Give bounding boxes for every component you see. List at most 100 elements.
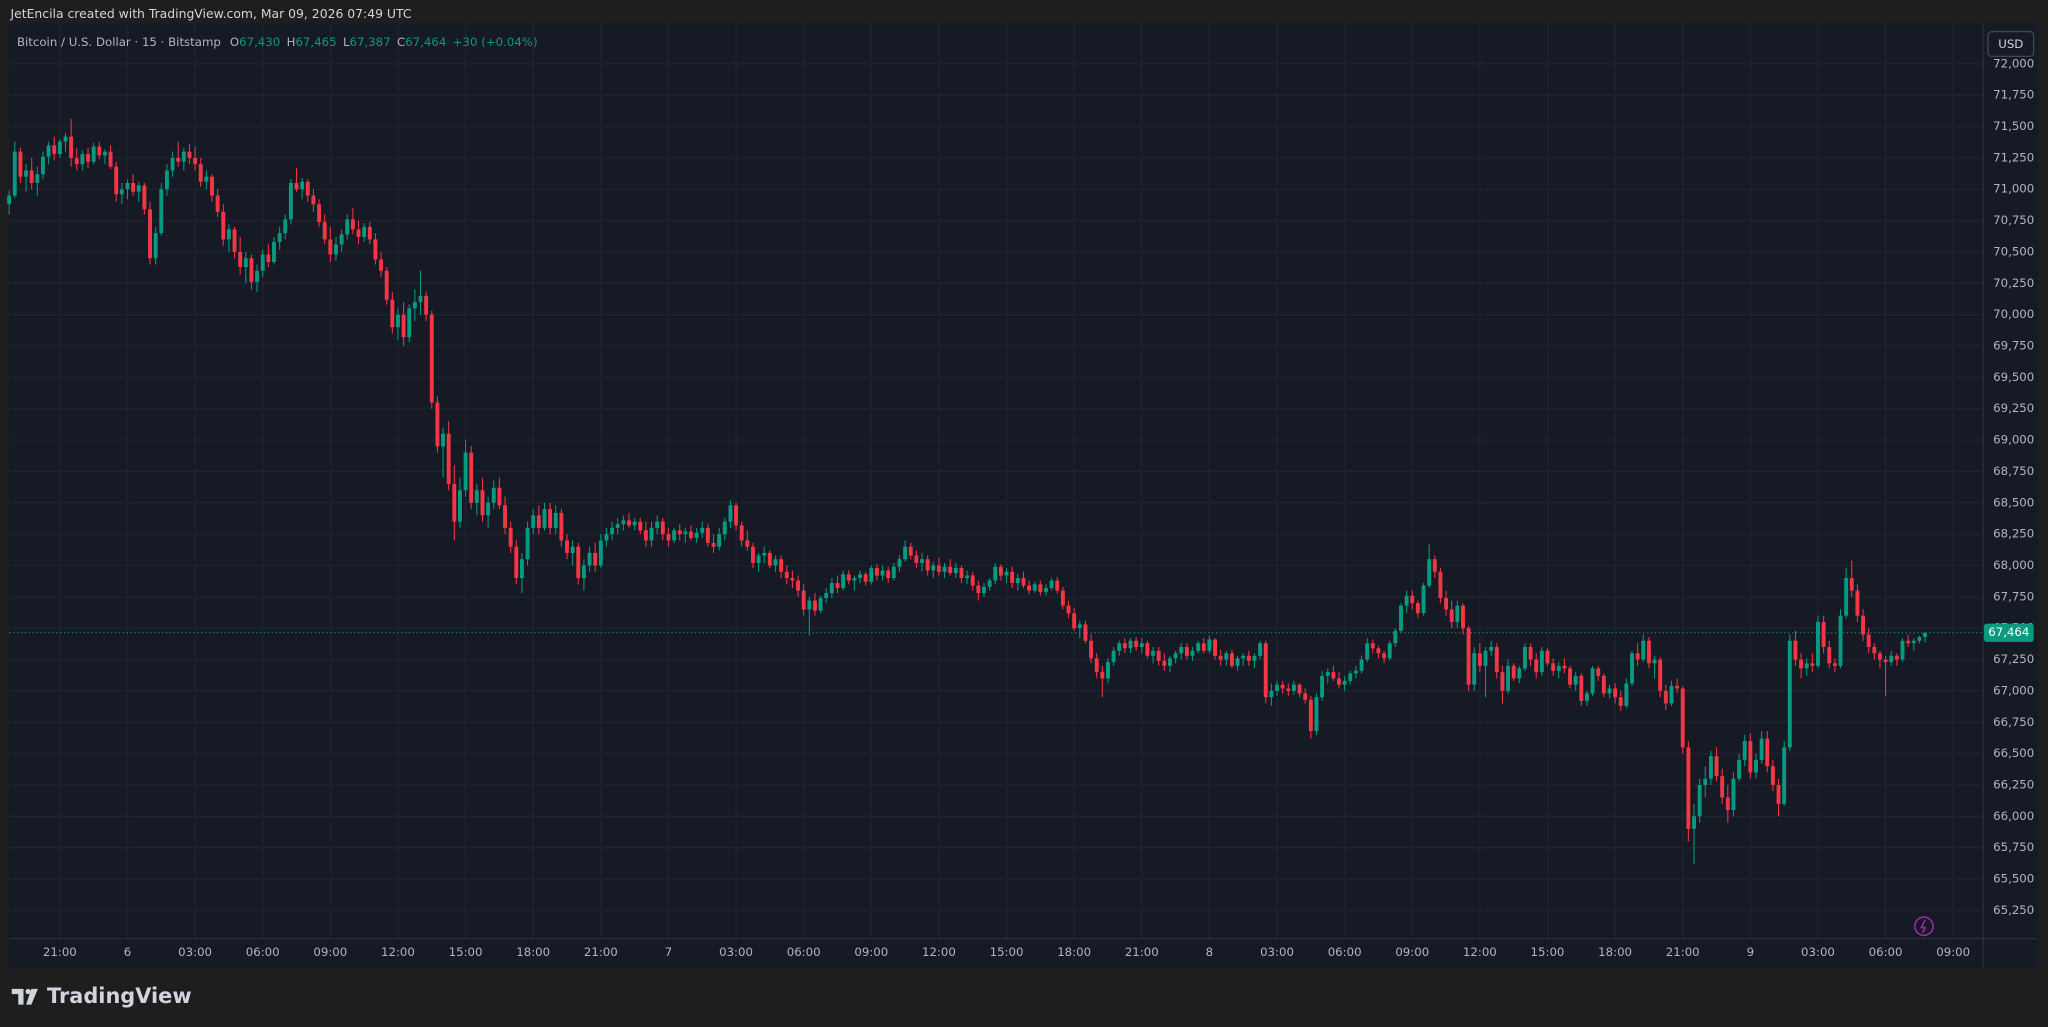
y-tick-label: 65,750 [1993, 840, 2034, 854]
candle-body [395, 314, 400, 328]
candle-body [779, 559, 784, 572]
candle-body [672, 530, 677, 541]
candle-body [91, 146, 96, 162]
candle-body [1060, 590, 1065, 606]
x-tick-label: 21:00 [1125, 945, 1159, 959]
header: JetEncila created with TradingView.com, … [9, 6, 411, 21]
candle-body [1539, 650, 1544, 673]
candle-body [581, 565, 586, 579]
y-tick-label: 67,750 [1993, 589, 2034, 603]
candle-body [463, 452, 468, 491]
candle-body [1590, 668, 1595, 694]
candle-body [1759, 738, 1764, 760]
candle-body [796, 580, 800, 591]
candle-body [1669, 685, 1674, 704]
candle-body [469, 452, 474, 503]
candle-body [1415, 603, 1420, 614]
open: 67,430 [239, 34, 280, 48]
candle-body [1021, 578, 1026, 586]
candle-body [474, 490, 479, 503]
y-tick-label: 71,500 [1993, 119, 2034, 133]
candle-body [1787, 640, 1792, 748]
change: +30 [453, 34, 478, 48]
candle-body [993, 566, 998, 581]
y-tick-label: 72,000 [1993, 56, 2034, 70]
y-tick-label: 71,750 [1993, 88, 2034, 102]
currency-button[interactable] [1987, 30, 2035, 58]
candle-body [1455, 605, 1460, 622]
candle-body [249, 258, 254, 283]
candle-body [627, 520, 631, 526]
candle-body [1568, 668, 1572, 685]
candle-body [148, 209, 152, 259]
candle-body [1241, 655, 1246, 659]
candle-body [745, 540, 750, 547]
y-tick-label: 70,750 [1993, 213, 2034, 227]
candle-body [824, 593, 829, 599]
candle-body [965, 575, 970, 579]
candle-body [446, 433, 451, 484]
x-tick-label: 09:00 [854, 945, 888, 959]
candle-body [858, 574, 862, 579]
candle-body [1421, 585, 1426, 614]
candle-body [1573, 675, 1578, 685]
candle-body [1900, 640, 1905, 660]
candle-body [1466, 628, 1471, 685]
candle-body [869, 568, 874, 582]
candle-body [1111, 650, 1116, 663]
candle-body [317, 204, 322, 222]
candle-body [1675, 685, 1680, 689]
candle-body [739, 525, 744, 541]
candle-body [136, 185, 141, 192]
candle-body [700, 527, 705, 533]
candle-body [643, 530, 648, 541]
candle-body [801, 590, 806, 610]
candle-body [982, 586, 986, 594]
alert-icon[interactable] [1913, 916, 1934, 937]
candle-body [705, 527, 710, 543]
candle-body [12, 151, 17, 196]
candle-body [204, 176, 209, 182]
x-tick-label: 15:00 [990, 945, 1024, 959]
candle-body [1089, 640, 1094, 659]
x-tick-label: 06:00 [787, 945, 821, 959]
candle-body [1382, 653, 1387, 659]
candle-body [1596, 668, 1601, 676]
candle-body [300, 181, 305, 190]
y-tick-label: 66,500 [1993, 746, 2034, 760]
candle-body [1032, 584, 1037, 591]
candle-body [1122, 643, 1127, 649]
candle-body [1106, 662, 1110, 679]
candle-body [728, 505, 733, 522]
candle-body [131, 182, 136, 192]
candle-body [1754, 759, 1758, 773]
candle-body [491, 487, 496, 503]
candle-body [384, 270, 389, 300]
candle-body [1145, 643, 1150, 656]
candle-body [305, 181, 310, 196]
candle-body [294, 182, 299, 190]
candle-body [1010, 571, 1015, 584]
candle-body [508, 527, 513, 547]
candle-body [486, 502, 491, 516]
candle-body [1551, 663, 1556, 671]
candle-body [1461, 605, 1465, 629]
candle-body [1179, 647, 1184, 654]
candle-body [1708, 756, 1713, 779]
candle-body [1889, 655, 1894, 663]
candle-body [1190, 650, 1195, 656]
candle-body [1765, 738, 1770, 767]
candle-body [841, 574, 846, 589]
candle-body [441, 433, 445, 447]
candle-body [74, 157, 79, 165]
x-tick-label: 6 [124, 945, 131, 959]
candle-body [925, 559, 930, 571]
candle-body [762, 552, 767, 556]
grid [9, 23, 1983, 938]
candle-body [1506, 665, 1511, 691]
candle-body [621, 520, 626, 525]
candle-body [1117, 643, 1122, 651]
candle-body [243, 258, 248, 268]
candle-body [452, 483, 457, 522]
